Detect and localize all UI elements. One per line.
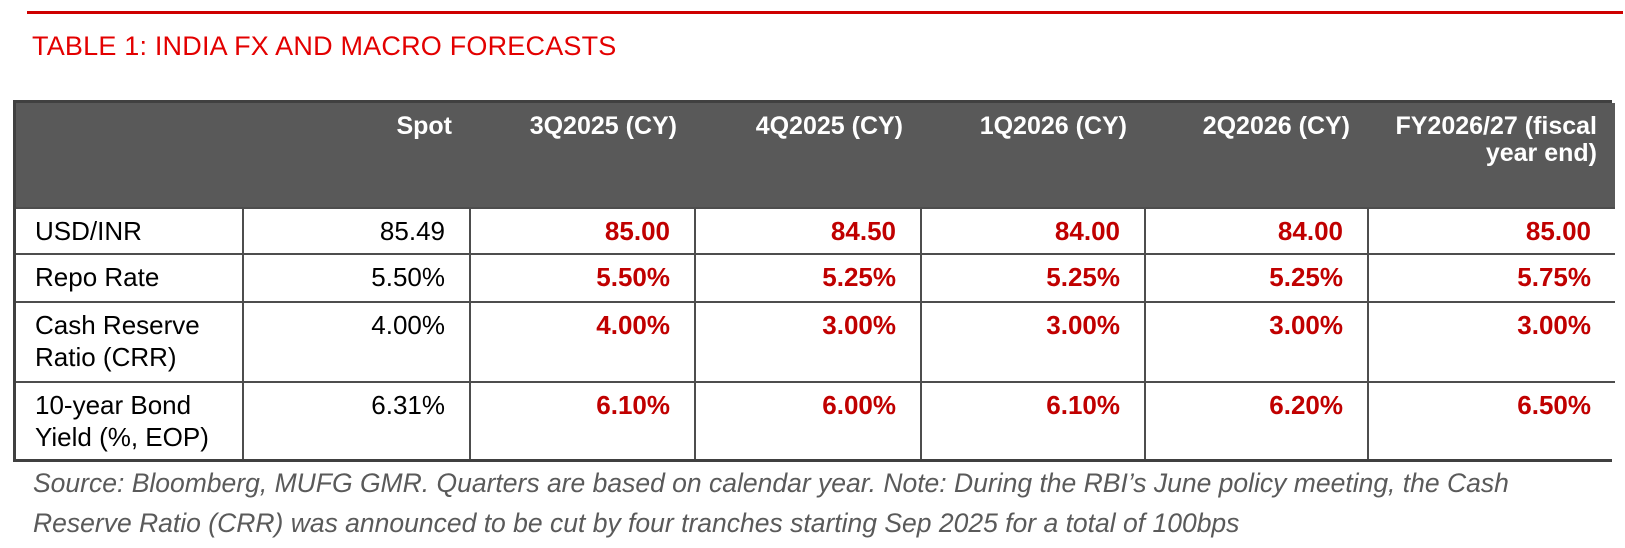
table-row-usdinr: USD/INR 85.49 85.00 84.50 84.00 84.00 85… <box>16 207 1615 255</box>
source-footnote: Source: Bloomberg, MUFG GMR. Quarters ar… <box>33 463 1509 543</box>
forecast-3q2025: 4.00% <box>469 301 696 383</box>
header-4q2025: 4Q2025 (CY) <box>695 103 921 208</box>
table-header-row: Spot 3Q2025 (CY) 4Q2025 (CY) 1Q2026 (CY)… <box>16 103 1615 208</box>
india-fx-macro-forecast-table: Spot 3Q2025 (CY) 4Q2025 (CY) 1Q2026 (CY)… <box>16 103 1615 459</box>
forecast-table-container: Spot 3Q2025 (CY) 4Q2025 (CY) 1Q2026 (CY)… <box>13 100 1615 462</box>
header-1q2026: 1Q2026 (CY) <box>921 103 1145 208</box>
page-title: TABLE 1: INDIA FX AND MACRO FORECASTS <box>32 31 617 61</box>
spot-value: 6.31% <box>242 381 471 459</box>
table-row-crr: Cash Reserve Ratio (CRR) 4.00% 4.00% 3.0… <box>16 301 1615 383</box>
row-label: Cash Reserve Ratio (CRR) <box>16 301 244 383</box>
footnote-line-2: Reserve Ratio (CRR) was announced to be … <box>33 508 1240 538</box>
forecast-3q2025: 85.00 <box>469 207 696 255</box>
table-row-10y-bond-yield: 10-year Bond Yield (%, EOP) 6.31% 6.10% … <box>16 381 1615 459</box>
forecast-fy2026-27: 6.50% <box>1367 381 1615 459</box>
forecast-2q2026: 3.00% <box>1144 301 1369 383</box>
header-fy2026-27: FY2026/27 (fiscal year end) <box>1368 103 1615 208</box>
header-3q2025: 3Q2025 (CY) <box>470 103 695 208</box>
row-label: 10-year Bond Yield (%, EOP) <box>16 381 244 459</box>
red-divider-rule <box>27 11 1623 14</box>
spot-value: 4.00% <box>242 301 471 383</box>
forecast-1q2026: 3.00% <box>920 301 1146 383</box>
forecast-1q2026: 84.00 <box>920 207 1146 255</box>
forecast-2q2026: 5.25% <box>1144 253 1369 303</box>
forecast-3q2025: 5.50% <box>469 253 696 303</box>
row-label: Repo Rate <box>16 253 244 303</box>
forecast-1q2026: 5.25% <box>920 253 1146 303</box>
forecast-3q2025: 6.10% <box>469 381 696 459</box>
row-label: USD/INR <box>16 207 244 255</box>
spot-value: 85.49 <box>242 207 471 255</box>
forecast-4q2025: 3.00% <box>694 301 922 383</box>
spot-value: 5.50% <box>242 253 471 303</box>
forecast-fy2026-27: 5.75% <box>1367 253 1615 303</box>
header-spot: Spot <box>243 103 470 208</box>
forecast-1q2026: 6.10% <box>920 381 1146 459</box>
table-row-repo-rate: Repo Rate 5.50% 5.50% 5.25% 5.25% 5.25% … <box>16 253 1615 303</box>
forecast-fy2026-27: 3.00% <box>1367 301 1615 383</box>
forecast-4q2025: 84.50 <box>694 207 922 255</box>
forecast-2q2026: 84.00 <box>1144 207 1369 255</box>
header-2q2026: 2Q2026 (CY) <box>1145 103 1368 208</box>
forecast-4q2025: 6.00% <box>694 381 922 459</box>
forecast-4q2025: 5.25% <box>694 253 922 303</box>
footnote-line-1: Source: Bloomberg, MUFG GMR. Quarters ar… <box>33 468 1509 498</box>
forecast-2q2026: 6.20% <box>1144 381 1369 459</box>
header-corner-cell <box>16 103 243 208</box>
forecast-fy2026-27: 85.00 <box>1367 207 1615 255</box>
